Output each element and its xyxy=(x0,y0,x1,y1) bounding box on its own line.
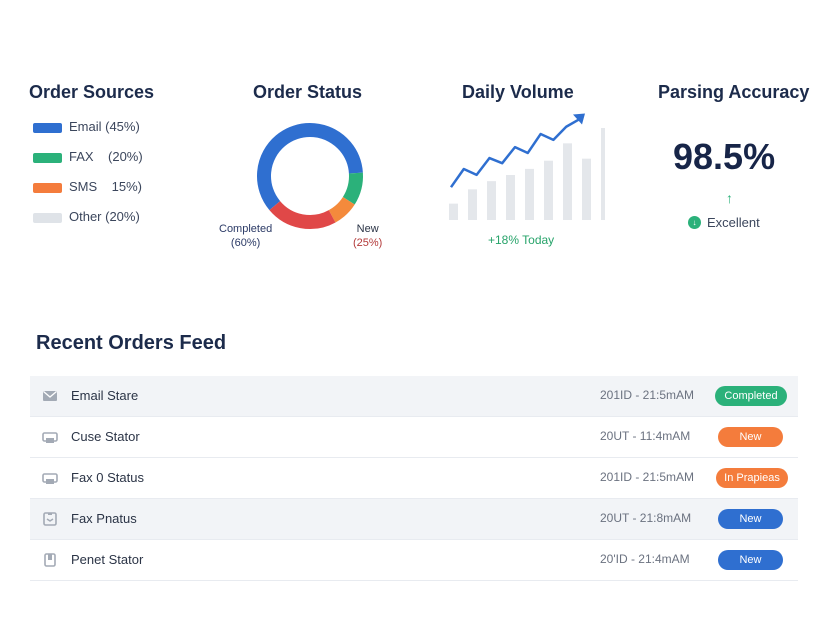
order-time: 20UT - 21:8mAM xyxy=(600,511,692,525)
status-badge: In Prapieas xyxy=(716,468,788,488)
volume-bar xyxy=(563,143,572,220)
order-status-title: Order Status xyxy=(253,82,363,102)
daily-volume-card: Daily Volume +18% Today xyxy=(430,62,630,268)
donut-segment-segment-orange xyxy=(257,123,363,229)
fax-icon xyxy=(42,473,58,484)
order-name: Cuse Stator xyxy=(71,429,140,444)
volume-change: +18% Today xyxy=(488,233,555,247)
completed-label: Completed (60%) xyxy=(219,222,272,250)
order-name: Email Stare xyxy=(71,388,139,403)
feed-row[interactable]: Cuse Stator 20UT - 11:4mAM New xyxy=(30,417,798,458)
completed-label-text: Completed xyxy=(219,223,273,235)
order-status-donut xyxy=(257,123,363,229)
volume-bar xyxy=(601,128,605,220)
volume-bar xyxy=(487,181,496,220)
volume-bar xyxy=(525,168,534,220)
legend-label: Email (45%) xyxy=(69,119,140,134)
order-time: 201ID - 21:5mAM xyxy=(600,470,695,484)
email-icon xyxy=(43,391,57,401)
volume-bar xyxy=(506,175,515,220)
completed-pct: (60%) xyxy=(230,237,261,249)
volume-trend-line xyxy=(449,118,580,188)
feed-row[interactable]: Fax Pnatus 20UT - 21:8mAM New xyxy=(30,499,798,540)
order-sources-title: Order Sources xyxy=(29,82,155,102)
inbox-icon xyxy=(43,512,57,526)
feed-row[interactable]: Penet Stator 20'ID - 21:4mAM New xyxy=(30,540,798,581)
up-arrow-icon: ↑ xyxy=(726,190,733,206)
orders-feed: Email Stare 201ID - 21:5mAM Completed Cu… xyxy=(30,376,798,581)
volume-bar xyxy=(582,158,591,220)
legend-label: SMS 15%) xyxy=(69,179,142,194)
other-swatch xyxy=(33,213,62,223)
new-pct: (25%) xyxy=(353,237,383,249)
volume-bar xyxy=(449,203,458,220)
daily-volume-chart xyxy=(449,113,605,220)
order-name: Fax Pnatus xyxy=(71,511,137,526)
new-label: New (25%) xyxy=(353,222,382,250)
daily-volume-title: Daily Volume xyxy=(462,82,574,102)
order-name: Fax 0 Status xyxy=(71,470,144,485)
order-time: 20UT - 11:4mAM xyxy=(600,429,691,443)
legend-label: Other (20%) xyxy=(69,209,140,224)
status-check-icon: ↓ xyxy=(688,216,701,230)
donut-segment-new xyxy=(257,123,363,229)
accuracy-status: ↓ Excellent xyxy=(688,215,760,230)
order-time: 201ID - 21:5mAM xyxy=(600,388,695,402)
new-label-text: New xyxy=(356,223,379,235)
trend-arrow-icon xyxy=(573,113,585,125)
order-status-card: Order Status Completed (60%) New (25%) xyxy=(205,62,415,268)
email-swatch xyxy=(33,123,62,133)
parsing-accuracy-card: Parsing Accuracy 98.5% ↑ ↓ Excellent xyxy=(640,62,820,268)
legend-label: FAX (20%) xyxy=(69,149,143,164)
feed-row[interactable]: Email Stare 201ID - 21:5mAM Completed xyxy=(30,376,798,417)
sms-swatch xyxy=(33,183,62,193)
status-badge: New xyxy=(718,550,783,570)
status-badge: Completed xyxy=(715,386,787,406)
fax-icon xyxy=(42,432,58,443)
status-badge: New xyxy=(718,427,783,447)
volume-bar xyxy=(468,189,477,220)
accuracy-value: 98.5% xyxy=(673,136,776,177)
parsing-accuracy-title: Parsing Accuracy xyxy=(658,82,810,102)
accuracy-status-text: Excellent xyxy=(707,215,760,230)
feed-title: Recent Orders Feed xyxy=(36,332,227,354)
volume-bar xyxy=(544,160,553,220)
order-name: Penet Stator xyxy=(71,552,144,567)
order-sources-card: Order Sources Email (45%) FAX (20%) SMS … xyxy=(18,62,188,268)
feed-row[interactable]: Fax 0 Status 201ID - 21:5mAM In Prapieas xyxy=(30,458,798,499)
order-time: 20'ID - 21:4mAM xyxy=(600,552,690,566)
fax-swatch xyxy=(33,153,62,163)
document-icon xyxy=(44,553,56,567)
status-badge: New xyxy=(718,509,783,529)
